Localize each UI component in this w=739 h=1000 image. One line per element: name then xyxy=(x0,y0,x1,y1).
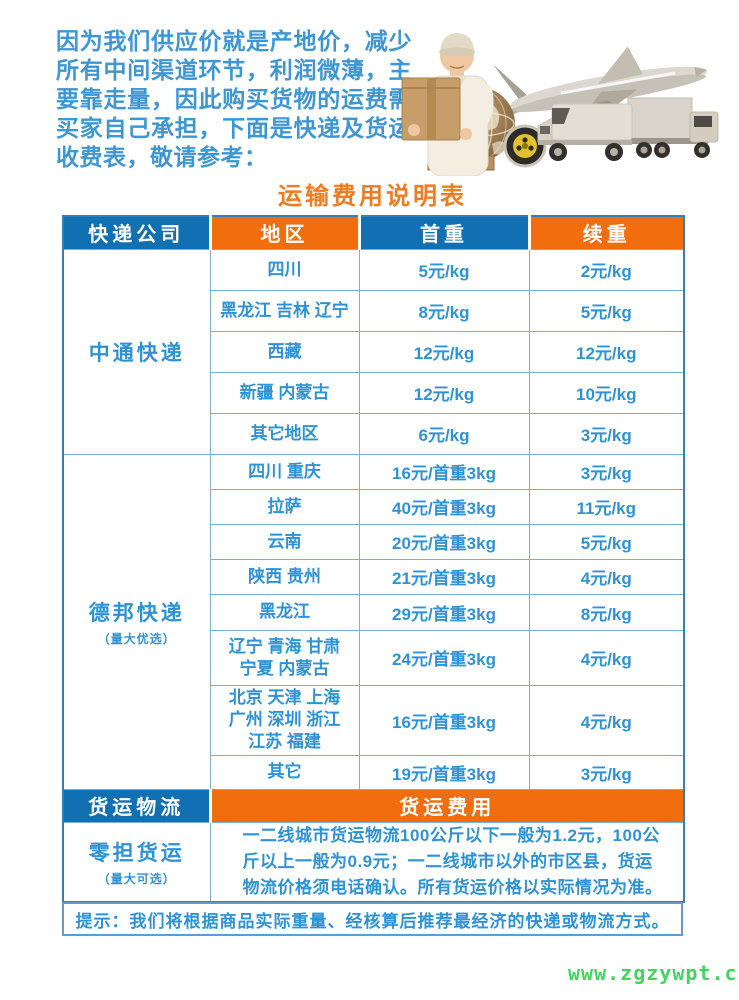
table-header-row: 快递公司 地区 首重 续重 xyxy=(63,216,684,249)
region-cell: 西藏 xyxy=(209,330,360,373)
additional-weight-cell: 5元/kg xyxy=(528,523,685,560)
first-weight-cell: 40元/首重3kg xyxy=(358,488,530,525)
first-weight-cell: 8元/kg xyxy=(358,289,530,332)
package-box xyxy=(401,77,461,141)
first-weight-cell: 16元/首重3kg xyxy=(358,684,530,756)
company-cell-zto: 中通快递 xyxy=(62,248,211,455)
first-weight-cell: 20元/首重3kg xyxy=(358,523,530,560)
additional-weight-cell: 3元/kg xyxy=(528,453,685,490)
company-note: （量大可选） xyxy=(97,871,176,886)
first-weight-cell: 29元/首重3kg xyxy=(358,593,530,631)
freight-row: 零担货运 （量大可选） 一二线城市货运物流100公斤以下一般为1.2元，100公… xyxy=(62,821,685,902)
first-weight-cell: 24元/首重3kg xyxy=(358,629,530,686)
region-cell: 四川 重庆 xyxy=(209,453,360,490)
additional-weight-cell: 3元/kg xyxy=(528,412,685,455)
header-freight-fee: 货运费用 xyxy=(210,789,684,822)
additional-weight-cell: 12元/kg xyxy=(528,330,685,373)
additional-weight-cell: 11元/kg xyxy=(528,488,685,525)
delivery-van xyxy=(537,103,633,161)
wheel xyxy=(503,124,547,168)
first-weight-cell: 19元/首重3kg xyxy=(358,754,530,790)
first-weight-cell: 5元/kg xyxy=(358,248,530,291)
table-row: 新疆 内蒙古 12元/kg 10元/kg xyxy=(63,371,685,414)
company-name: 德邦快递 xyxy=(88,601,185,625)
first-weight-cell: 12元/kg xyxy=(358,371,530,414)
region-cell: 黑龙江 吉林 辽宁 xyxy=(209,289,360,332)
cargo-truck xyxy=(627,97,719,158)
company-cell-ltl: 零担货运 （量大可选） xyxy=(62,821,211,902)
first-weight-cell: 16元/首重3kg xyxy=(358,453,530,490)
table-row: 黑龙江 29元/首重3kg 8元/kg xyxy=(63,593,685,631)
region-cell: 北京 天津 上海 广州 深圳 浙江 江苏 福建 xyxy=(209,684,360,756)
company-note: （量大优选） xyxy=(97,631,176,646)
table-row: 德邦快递 （量大优选） 四川 重庆 16元/首重3kg 3元/kg xyxy=(62,453,685,790)
header-first-weight: 首重 xyxy=(359,216,531,249)
region-cell: 其它地区 xyxy=(209,412,360,455)
region-cell: 其它 xyxy=(209,754,360,790)
company-name: 零担货运 xyxy=(88,841,185,865)
delivery-man xyxy=(401,33,494,177)
table-row: 其它 19元/首重3kg 3元/kg xyxy=(63,754,685,790)
intro-text: 因为我们供应价就是产地价，减少所有中间渠道环节，利润微薄，主要靠走量，因此购买货… xyxy=(56,28,412,170)
shipping-fee-table: 快递公司 地区 首重 续重 中通快递 四川 5元/kg 2元/kg 黑龙江 吉林… xyxy=(62,215,685,903)
region-cell: 云南 xyxy=(209,523,360,560)
header-region: 地区 xyxy=(210,216,361,249)
page-title: 运输费用说明表 xyxy=(278,183,467,210)
first-weight-cell: 21元/首重3kg xyxy=(358,558,530,595)
table-row: 辽宁 青海 甘肃 宁夏 内蒙古 24元/首重3kg 4元/kg xyxy=(63,629,685,686)
table-row: 北京 天津 上海 广州 深圳 浙江 江苏 福建 16元/首重3kg 4元/kg xyxy=(63,684,685,756)
company-name: 中通快递 xyxy=(88,341,185,365)
region-cell: 黑龙江 xyxy=(209,593,360,631)
additional-weight-cell: 5元/kg xyxy=(528,289,685,332)
company-cell-deppon: 德邦快递 （量大优选） xyxy=(62,453,211,790)
first-weight-cell: 12元/kg xyxy=(358,330,530,373)
tip-bar: 提示：我们将根据商品实际重量、经核算后推荐最经济的快递或物流方式。 xyxy=(62,902,683,936)
additional-weight-cell: 3元/kg xyxy=(528,754,685,790)
region-cell: 拉萨 xyxy=(209,488,360,525)
header-freight-logistics: 货运物流 xyxy=(63,789,212,822)
header-additional-weight: 续重 xyxy=(529,216,684,249)
tip-text: 提示：我们将根据商品实际重量、经核算后推荐最经济的快递或物流方式。 xyxy=(75,911,670,931)
additional-weight-cell: 4元/kg xyxy=(528,629,685,686)
additional-weight-cell: 10元/kg xyxy=(528,371,685,414)
table-row: 黑龙江 吉林 辽宁 8元/kg 5元/kg xyxy=(63,289,685,332)
region-cell: 辽宁 青海 甘肃 宁夏 内蒙古 xyxy=(209,629,360,686)
first-weight-cell: 6元/kg xyxy=(358,412,530,455)
region-cell: 四川 xyxy=(209,248,360,291)
freight-header-row: 货运物流 货运费用 xyxy=(63,789,684,822)
region-cell: 陕西 贵州 xyxy=(209,558,360,595)
watermark-url: www.zgzywpt.cn xyxy=(568,961,739,985)
table-row: 中通快递 四川 5元/kg 2元/kg xyxy=(62,248,685,455)
region-cell: 新疆 内蒙古 xyxy=(209,371,360,414)
hero-illustration xyxy=(400,14,724,177)
additional-weight-cell: 8元/kg xyxy=(528,593,685,631)
freight-description: 一二线城市货运物流100公斤以下一般为1.2元，100公斤以上一般为0.9元；一… xyxy=(209,821,685,902)
additional-weight-cell: 4元/kg xyxy=(528,684,685,756)
header-express-company: 快递公司 xyxy=(63,216,212,249)
additional-weight-cell: 2元/kg xyxy=(528,248,685,291)
additional-weight-cell: 4元/kg xyxy=(528,558,685,595)
table-row: 拉萨 40元/首重3kg 11元/kg xyxy=(63,488,685,525)
table-row: 云南 20元/首重3kg 5元/kg xyxy=(63,523,685,560)
